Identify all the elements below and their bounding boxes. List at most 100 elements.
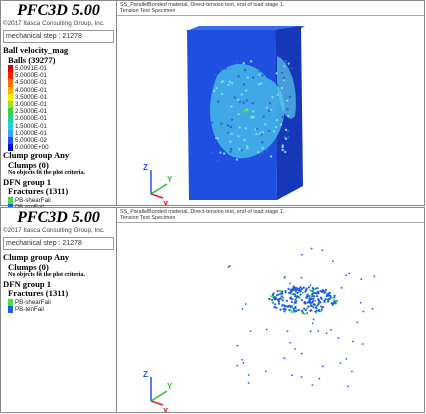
ball bbox=[273, 130, 275, 132]
fracture bbox=[329, 295, 331, 297]
legend-item: 1.0000E-01 bbox=[3, 130, 114, 137]
view-header: SS_ParallelBonded material, Direct-tensi… bbox=[120, 2, 284, 14]
fracture bbox=[279, 297, 281, 299]
ball bbox=[243, 109, 247, 113]
legend-item: PB-tenFail bbox=[3, 306, 114, 313]
ball bbox=[287, 136, 289, 138]
panel: PFC3D 5.00©2017 Itasca Consulting Group,… bbox=[0, 0, 425, 206]
fracture bbox=[309, 310, 311, 312]
fracture bbox=[347, 385, 349, 387]
fracture bbox=[341, 287, 343, 289]
ball bbox=[241, 93, 243, 95]
fracture bbox=[276, 294, 278, 296]
ball bbox=[236, 60, 238, 62]
fracture bbox=[301, 277, 303, 279]
ball bbox=[231, 133, 233, 135]
legend-item: 3.0000E-01 bbox=[3, 101, 114, 108]
fracture bbox=[289, 342, 291, 344]
ball bbox=[246, 147, 248, 149]
ball bbox=[262, 131, 264, 133]
fracture bbox=[312, 306, 314, 308]
fracture bbox=[320, 305, 322, 307]
fracture bbox=[301, 353, 303, 355]
header-line: Tension Test Specimen bbox=[120, 8, 284, 14]
legend-swatch bbox=[8, 299, 13, 306]
ball bbox=[229, 141, 231, 143]
ball bbox=[227, 84, 229, 86]
fracture bbox=[304, 302, 306, 304]
ball bbox=[270, 155, 272, 157]
ball bbox=[252, 76, 254, 78]
fracture bbox=[311, 301, 313, 303]
ball bbox=[238, 148, 240, 150]
legend-item: 1.5000E-01 bbox=[3, 123, 114, 130]
ball bbox=[282, 144, 284, 146]
ball bbox=[217, 100, 219, 102]
fracture bbox=[300, 290, 302, 292]
axis-label: Z bbox=[143, 163, 148, 172]
fracture bbox=[318, 378, 320, 380]
fracture bbox=[290, 291, 292, 293]
fracture bbox=[316, 295, 318, 297]
fracture bbox=[356, 321, 358, 323]
axis-label: X bbox=[163, 200, 169, 205]
fracture bbox=[318, 309, 320, 311]
ball bbox=[243, 139, 245, 141]
fracture bbox=[296, 292, 298, 294]
legend-swatch bbox=[8, 123, 13, 130]
ball bbox=[255, 133, 257, 135]
ball bbox=[245, 127, 247, 129]
ball bbox=[212, 85, 214, 87]
ball bbox=[288, 62, 290, 64]
ball bbox=[221, 81, 223, 83]
fracture bbox=[340, 362, 342, 364]
ball bbox=[230, 126, 232, 128]
fracture bbox=[312, 287, 314, 289]
fracture bbox=[283, 310, 285, 312]
fracture bbox=[317, 292, 319, 294]
ball bbox=[219, 151, 221, 153]
section-subheading: Fractures (1311) bbox=[3, 187, 114, 197]
legend-item: 4.0000E-01 bbox=[3, 87, 114, 94]
axis-x bbox=[151, 401, 163, 405]
ball bbox=[261, 141, 263, 143]
ball bbox=[243, 101, 245, 103]
fracture bbox=[319, 290, 321, 292]
ball bbox=[287, 130, 289, 132]
legend-swatch bbox=[8, 72, 13, 79]
ball bbox=[253, 116, 255, 118]
ball bbox=[261, 147, 263, 149]
copyright: ©2017 Itasca Consulting Group, Inc. bbox=[3, 20, 114, 28]
fracture bbox=[306, 312, 308, 314]
step-label: mechanical step : 21278 bbox=[3, 237, 114, 250]
fracture bbox=[310, 330, 312, 332]
fracture bbox=[301, 312, 303, 314]
legend-swatch bbox=[8, 94, 13, 101]
fracture bbox=[295, 296, 297, 298]
fracture bbox=[360, 302, 362, 304]
ball bbox=[269, 102, 271, 104]
legend-item: PB-shearFail bbox=[3, 197, 114, 204]
legend-swatch bbox=[8, 115, 13, 122]
axis-label: X bbox=[163, 407, 169, 412]
legend-swatch bbox=[8, 197, 13, 204]
fracture bbox=[327, 294, 329, 296]
fracture bbox=[236, 365, 238, 367]
fracture bbox=[345, 274, 347, 276]
ball bbox=[230, 105, 232, 107]
view: ZYX bbox=[117, 223, 424, 412]
ball bbox=[230, 148, 232, 150]
fracture bbox=[328, 298, 330, 300]
ball bbox=[245, 89, 247, 91]
fracture bbox=[243, 362, 245, 364]
fracture bbox=[241, 359, 243, 361]
header-line: Tension Test Specimen bbox=[120, 215, 284, 221]
fracture bbox=[312, 322, 314, 324]
fracture bbox=[323, 301, 325, 303]
legend-swatch bbox=[8, 137, 13, 144]
legend-swatch bbox=[8, 108, 13, 115]
fracture bbox=[305, 309, 307, 311]
ball bbox=[231, 82, 233, 84]
ball bbox=[227, 124, 229, 126]
section-subheading: Clumps (0) bbox=[3, 161, 114, 171]
